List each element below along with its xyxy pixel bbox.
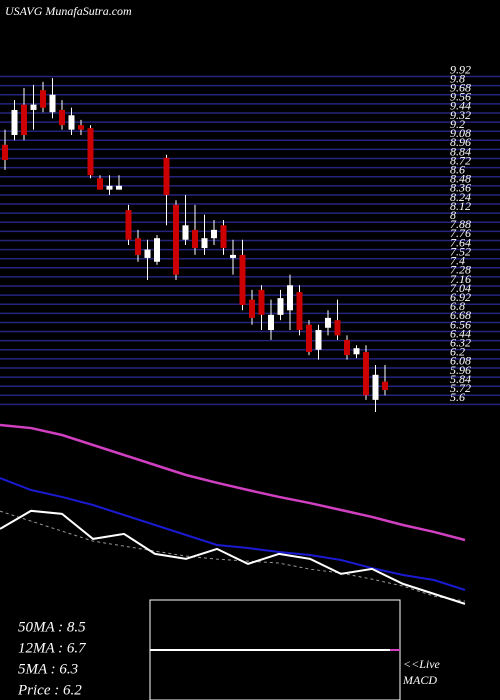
y-tick-label: 8.12 — [450, 199, 471, 213]
candle-body — [211, 229, 217, 239]
candle-body — [220, 225, 227, 249]
candle-body — [249, 299, 255, 318]
y-tick-label: 8.6 — [450, 162, 465, 176]
ma-line — [0, 477, 466, 591]
candle-body — [325, 317, 331, 328]
y-tick-label: 7.28 — [450, 263, 471, 277]
legend-entry: Price : 6.2 — [17, 682, 82, 698]
ma-line — [0, 509, 466, 605]
y-tick-label: 6.92 — [450, 290, 471, 304]
y-tick-label: 8.96 — [450, 135, 471, 149]
y-tick-label: 5.84 — [450, 372, 471, 386]
candle-body — [135, 238, 141, 255]
candle-body — [125, 210, 132, 240]
candle-body — [2, 144, 8, 161]
y-tick-label: 9.32 — [450, 108, 471, 122]
candle-body — [21, 104, 27, 135]
candle-body — [277, 298, 284, 315]
y-tick-label: 6.56 — [450, 317, 471, 331]
candle-body — [315, 330, 322, 350]
ma-line — [0, 423, 466, 542]
legend-entry: 12MA : 6.7 — [18, 640, 87, 656]
candle-body — [230, 254, 236, 258]
y-tick-label: 6.68 — [450, 308, 471, 322]
candle-body — [11, 109, 18, 135]
y-tick-label: 9.56 — [450, 90, 471, 104]
y-tick-label: 9.2 — [450, 117, 465, 131]
y-tick-label: 6.08 — [450, 354, 471, 368]
legend-entry: 50MA : 8.5 — [18, 619, 86, 635]
candle-body — [201, 238, 208, 249]
macd-live: <<Live — [403, 657, 441, 671]
candle-body — [78, 125, 84, 130]
y-tick-label: 8.36 — [450, 181, 471, 195]
y-tick-label: 9.68 — [450, 81, 471, 95]
y-tick-label: 8 — [450, 208, 456, 222]
candle-body — [258, 289, 265, 315]
y-tick-label: 5.96 — [450, 363, 471, 377]
y-tick-label: 7.04 — [450, 281, 471, 295]
candle-body — [49, 94, 56, 113]
candle-body — [116, 185, 122, 190]
chart-title: USAVG MunafaSutra.com — [5, 4, 132, 18]
candle-body — [173, 204, 179, 275]
candle-body — [30, 104, 37, 110]
legend-entry: 5MA : 6.3 — [18, 661, 78, 677]
candle-body — [68, 115, 75, 130]
y-tick-label: 6.8 — [450, 299, 465, 313]
y-tick-label: 9.92 — [450, 62, 471, 76]
candle-body — [239, 254, 246, 305]
candle-body — [306, 324, 312, 353]
candle-body — [144, 249, 151, 258]
candle-body — [59, 109, 65, 126]
candle-body — [344, 339, 350, 356]
candle-body — [163, 157, 170, 195]
y-tick-label: 5.6 — [450, 390, 465, 404]
candle-body — [87, 128, 94, 176]
y-tick-label: 8.72 — [450, 153, 471, 167]
candle-body — [372, 374, 379, 400]
candle-body — [382, 381, 388, 390]
y-tick-label: 7.52 — [450, 244, 471, 258]
candle-body — [353, 348, 360, 355]
candle-body — [296, 292, 303, 331]
y-tick-label: 7.76 — [450, 226, 471, 240]
candle-body — [97, 178, 103, 190]
y-tick-label: 9.08 — [450, 126, 471, 140]
y-tick-label: 8.84 — [450, 144, 471, 158]
y-tick-label: 9.8 — [450, 71, 465, 85]
y-tick-label: 9.44 — [450, 99, 471, 113]
y-tick-label: 7.88 — [450, 217, 471, 231]
candle-body — [154, 238, 160, 262]
candle-body — [334, 320, 341, 336]
candle-body — [40, 90, 46, 108]
y-tick-label: 5.72 — [450, 381, 471, 395]
candle-body — [363, 352, 369, 396]
y-tick-label: 7.64 — [450, 235, 471, 249]
candle-body — [268, 314, 274, 331]
candle-body — [287, 285, 293, 311]
y-tick-label: 6.32 — [450, 336, 471, 350]
candle-body — [192, 229, 198, 249]
candle-body — [106, 185, 113, 190]
y-tick-label: 6.44 — [450, 326, 471, 340]
candle-body — [182, 225, 189, 240]
y-tick-label: 8.24 — [450, 190, 471, 204]
y-tick-label: 8.48 — [450, 172, 471, 186]
macd-label: MACD — [402, 673, 437, 687]
y-tick-label: 7.4 — [450, 254, 465, 268]
y-tick-label: 7.16 — [450, 272, 471, 286]
y-tick-label: 6.2 — [450, 345, 465, 359]
